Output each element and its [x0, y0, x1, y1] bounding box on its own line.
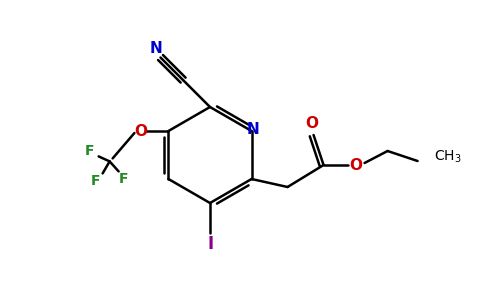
Text: F: F [85, 144, 94, 158]
Text: I: I [208, 235, 214, 253]
Text: O: O [349, 158, 362, 172]
Text: F: F [91, 174, 100, 188]
Text: F: F [119, 172, 128, 186]
Text: N: N [246, 122, 259, 137]
Text: CH$_3$: CH$_3$ [434, 149, 461, 165]
Text: O: O [134, 124, 147, 139]
Text: N: N [149, 41, 162, 56]
Text: O: O [305, 116, 318, 131]
